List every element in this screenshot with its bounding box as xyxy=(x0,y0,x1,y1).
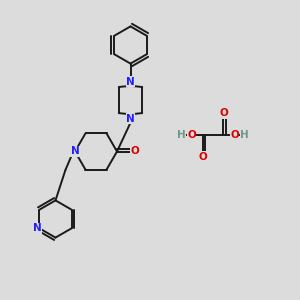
Text: N: N xyxy=(70,146,80,157)
Text: O: O xyxy=(187,130,196,140)
Text: N: N xyxy=(126,113,135,124)
Text: O: O xyxy=(198,152,207,162)
Text: O: O xyxy=(219,108,228,118)
Text: O: O xyxy=(230,130,239,140)
Text: H: H xyxy=(240,130,249,140)
Text: N: N xyxy=(33,223,41,233)
Text: O: O xyxy=(130,146,140,157)
Text: H: H xyxy=(177,130,186,140)
Text: N: N xyxy=(126,76,135,87)
